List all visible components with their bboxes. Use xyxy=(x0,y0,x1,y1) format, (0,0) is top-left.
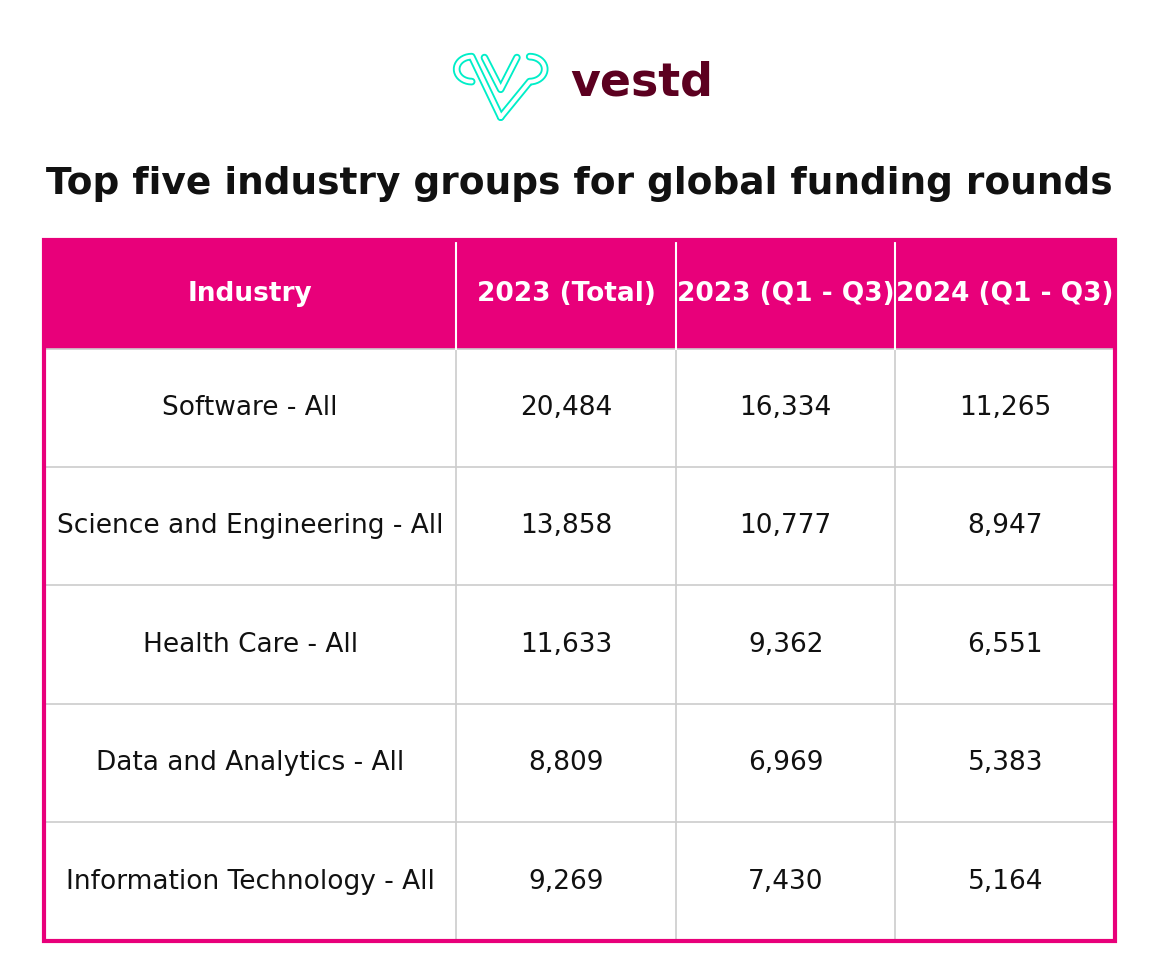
Text: Health Care - All: Health Care - All xyxy=(143,632,358,658)
Text: 11,633: 11,633 xyxy=(520,632,612,658)
Text: 7,430: 7,430 xyxy=(748,869,823,895)
Text: 5,383: 5,383 xyxy=(968,750,1043,776)
Text: 9,269: 9,269 xyxy=(529,869,604,895)
Text: 20,484: 20,484 xyxy=(520,395,612,420)
Text: 10,777: 10,777 xyxy=(739,514,832,540)
Text: Data and Analytics - All: Data and Analytics - All xyxy=(96,750,404,776)
Text: 6,551: 6,551 xyxy=(968,632,1043,658)
Bar xyxy=(44,240,1115,348)
Text: 2023 (Q1 - Q3): 2023 (Q1 - Q3) xyxy=(677,281,895,307)
Text: 11,265: 11,265 xyxy=(958,395,1051,420)
Text: 8,947: 8,947 xyxy=(968,514,1043,540)
Text: Science and Engineering - All: Science and Engineering - All xyxy=(57,514,444,540)
Text: Industry: Industry xyxy=(188,281,313,307)
Text: Information Technology - All: Information Technology - All xyxy=(66,869,435,895)
Text: Top five industry groups for global funding rounds: Top five industry groups for global fund… xyxy=(46,166,1113,203)
Text: 6,969: 6,969 xyxy=(748,750,823,776)
Text: vestd: vestd xyxy=(570,60,713,105)
Text: 5,164: 5,164 xyxy=(968,869,1043,895)
Text: 9,362: 9,362 xyxy=(748,632,823,658)
Text: Software - All: Software - All xyxy=(162,395,338,420)
Bar xyxy=(44,240,1115,941)
Text: 13,858: 13,858 xyxy=(520,514,612,540)
Text: 2024 (Q1 - Q3): 2024 (Q1 - Q3) xyxy=(896,281,1114,307)
Text: 16,334: 16,334 xyxy=(739,395,832,420)
Text: 8,809: 8,809 xyxy=(529,750,604,776)
Text: 2023 (Total): 2023 (Total) xyxy=(476,281,656,307)
